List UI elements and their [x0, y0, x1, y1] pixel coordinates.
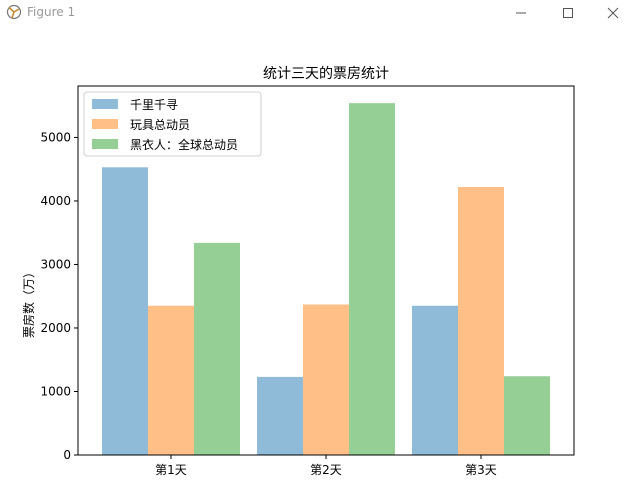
close-button[interactable]	[590, 0, 636, 26]
y-tick-label: 5000	[40, 130, 71, 144]
y-axis: 0 1000 2000 3000 4000 5000	[40, 130, 78, 462]
window-title: Figure 1	[27, 5, 76, 19]
bar-chart: 统计三天的票房统计 票房数（万） 0 1000 2000 3000 4000 5000 第…	[21, 66, 575, 477]
bar-2-3	[458, 186, 504, 455]
bar-1-1	[102, 167, 148, 456]
x-tick-label: 第2天	[310, 463, 342, 477]
legend-label-1: 千里千寻	[130, 98, 178, 112]
bar-3-1	[194, 242, 240, 455]
chart-title: 统计三天的票房统计	[263, 66, 389, 82]
y-axis-label: 票房数（万）	[21, 266, 36, 338]
legend-swatch-1	[92, 99, 118, 109]
x-tick-label: 第3天	[465, 463, 497, 477]
bars-group	[102, 103, 550, 456]
bar-1-3	[412, 305, 458, 455]
bar-2-2	[303, 304, 349, 455]
axes-frame	[77, 85, 575, 456]
y-tick-label: 1000	[40, 384, 71, 398]
bar-2-1	[148, 305, 194, 455]
y-tick-label: 2000	[40, 321, 71, 335]
maximize-icon	[563, 8, 573, 18]
window-titlebar[interactable]: Figure 1	[0, 0, 636, 26]
figure-canvas: 统计三天的票房统计 票房数（万） 0 1000 2000 3000 4000 5000 第…	[0, 26, 636, 499]
x-axis: 第1天 第2天 第3天	[155, 455, 497, 477]
close-icon	[607, 7, 619, 19]
x-tick-label: 第1天	[155, 463, 187, 477]
bar-3-2	[349, 103, 395, 456]
y-tick-label: 4000	[40, 194, 71, 208]
bar-1-2	[257, 376, 303, 455]
bar-3-3	[504, 376, 550, 455]
legend-swatch-2	[92, 119, 118, 129]
minimize-icon	[516, 12, 526, 14]
minimize-button[interactable]	[498, 0, 544, 26]
maximize-button[interactable]	[545, 0, 591, 26]
legend-label-2: 玩具总动员	[130, 118, 190, 132]
legend-swatch-3	[92, 139, 118, 149]
legend-box	[83, 91, 262, 157]
y-tick-label: 0	[63, 448, 71, 462]
legend-label-3: 黑衣人：全球总动员	[130, 137, 238, 152]
matplotlib-icon	[6, 4, 22, 20]
y-tick-label: 3000	[40, 257, 71, 271]
